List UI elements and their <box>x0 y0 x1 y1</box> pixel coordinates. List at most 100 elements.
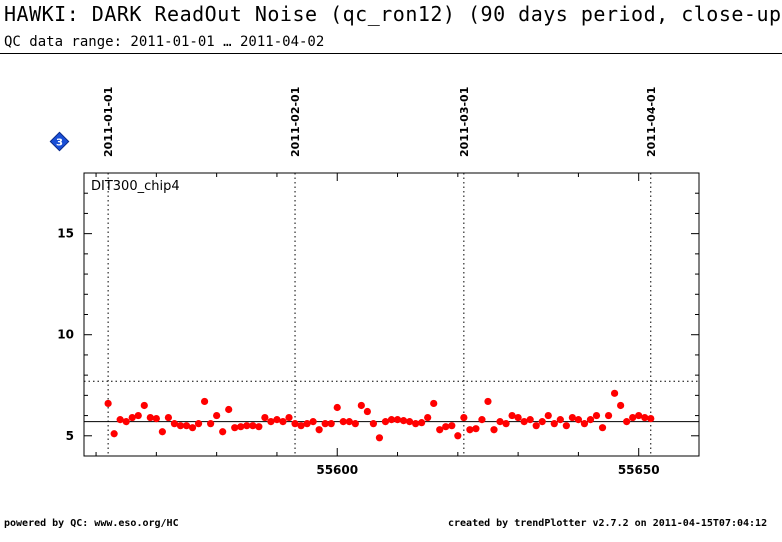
data-point <box>508 411 516 420</box>
data-point <box>592 411 601 420</box>
header-divider <box>0 53 782 54</box>
data-point <box>152 415 160 423</box>
date-marker-label: 2011-01-01 <box>102 87 115 157</box>
data-point <box>140 401 148 410</box>
data-point <box>412 420 420 428</box>
data-point <box>574 416 583 424</box>
data-point <box>430 399 438 408</box>
data-point <box>514 413 522 422</box>
data-point <box>321 420 329 428</box>
data-point <box>375 434 384 442</box>
data-point <box>568 413 576 422</box>
data-point <box>291 420 299 428</box>
x-tick-label: 55650 <box>618 463 660 477</box>
data-point <box>225 405 233 414</box>
data-point <box>200 397 209 406</box>
data-point <box>478 416 486 424</box>
data-point <box>448 422 456 430</box>
data-point <box>249 422 257 430</box>
data-point <box>134 411 142 420</box>
data-point <box>128 413 136 422</box>
data-point <box>333 403 341 412</box>
diamond-icon: 3 <box>49 131 70 152</box>
data-point <box>623 418 631 426</box>
y-tick-label: 10 <box>57 328 74 342</box>
data-point <box>164 413 173 422</box>
data-point <box>243 422 251 430</box>
date-marker-label: 2011-04-01 <box>645 87 658 157</box>
page-title: HAWKI: DARK ReadOut Noise (qc_ron12) (90… <box>4 2 782 26</box>
qc-date-range: QC data range: 2011-01-01 … 2011-04-02 <box>4 34 325 50</box>
data-point <box>279 418 287 426</box>
data-point <box>418 419 426 427</box>
data-point <box>110 430 118 438</box>
panel-number: 3 <box>56 138 63 149</box>
data-point <box>466 426 474 434</box>
data-point <box>219 428 227 436</box>
data-point <box>641 413 649 422</box>
data-point <box>315 426 323 434</box>
data-point <box>104 399 112 408</box>
data-point <box>267 418 275 426</box>
data-point <box>424 413 432 422</box>
data-point <box>502 420 510 428</box>
data-point <box>550 420 558 428</box>
data-point <box>496 418 504 426</box>
data-point <box>399 417 408 425</box>
data-point <box>544 411 552 420</box>
data-point <box>369 420 378 428</box>
data-point <box>387 416 396 424</box>
data-point <box>381 418 390 426</box>
data-point <box>207 420 215 428</box>
data-point <box>472 425 480 433</box>
data-point <box>327 420 335 428</box>
data-point <box>610 389 619 397</box>
y-tick-label: 15 <box>57 227 74 241</box>
panel-label: DIT300_chip4 <box>91 179 180 194</box>
data-point <box>647 415 655 423</box>
data-point <box>345 418 353 426</box>
data-point <box>285 413 293 422</box>
data-point <box>526 416 534 424</box>
data-point <box>176 422 185 430</box>
data-point <box>363 407 371 416</box>
data-point <box>188 424 197 432</box>
data-point <box>604 411 613 420</box>
data-point <box>303 420 311 428</box>
data-point <box>490 426 498 434</box>
data-point <box>273 416 281 424</box>
data-point <box>213 411 221 420</box>
data-point <box>393 416 402 424</box>
data-point <box>532 422 540 430</box>
data-point <box>442 423 450 431</box>
data-point <box>122 418 130 426</box>
data-point <box>158 428 166 436</box>
data-point <box>237 423 245 431</box>
data-point <box>170 420 179 428</box>
data-point <box>116 416 124 424</box>
data-point <box>580 420 589 428</box>
data-point <box>635 411 643 420</box>
data-point <box>484 397 492 406</box>
data-point <box>297 422 305 430</box>
data-point <box>520 418 528 426</box>
y-tick-label: 5 <box>66 429 74 443</box>
data-point <box>538 418 546 426</box>
data-point <box>460 413 468 422</box>
footer-created-by: created by trendPlotter v2.7.2 on 2011-0… <box>448 518 768 529</box>
data-point <box>339 418 347 426</box>
data-point <box>255 423 263 431</box>
data-point <box>309 418 317 426</box>
data-point <box>194 420 203 428</box>
data-point <box>351 420 359 428</box>
footer-powered-by: powered by QC: www.eso.org/HC <box>4 518 179 529</box>
date-marker-label: 2011-03-01 <box>458 87 471 157</box>
data-point <box>617 401 625 410</box>
data-point <box>562 422 570 430</box>
data-point <box>261 413 269 422</box>
data-point <box>231 424 239 432</box>
data-point <box>598 424 607 432</box>
data-point <box>357 401 365 410</box>
data-point <box>556 416 564 424</box>
